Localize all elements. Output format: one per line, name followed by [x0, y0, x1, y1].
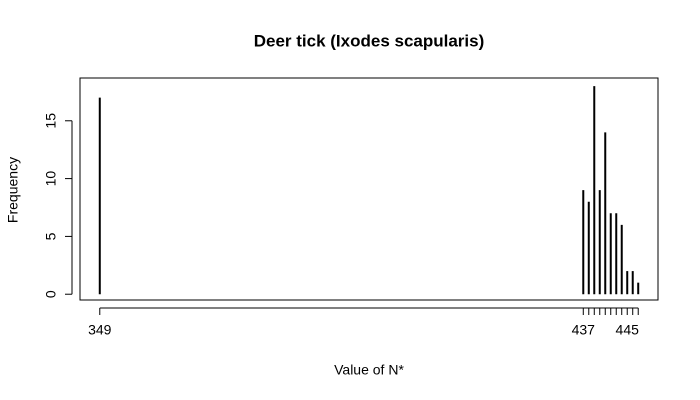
y-tick-label: 5: [43, 232, 59, 240]
x-tick-label: 445: [616, 322, 640, 338]
y-axis-label: Frequency: [5, 157, 21, 223]
y-tick-label: 0: [43, 290, 59, 298]
x-tick-label: 437: [572, 322, 596, 338]
x-tick-label: 349: [88, 322, 112, 338]
chart-title: Deer tick (Ixodes scapularis): [254, 31, 485, 50]
y-tick-label: 15: [43, 113, 59, 129]
x-axis-label: Value of N*: [334, 362, 404, 378]
plot-box: [79, 77, 659, 301]
y-tick-label: 10: [43, 171, 59, 187]
